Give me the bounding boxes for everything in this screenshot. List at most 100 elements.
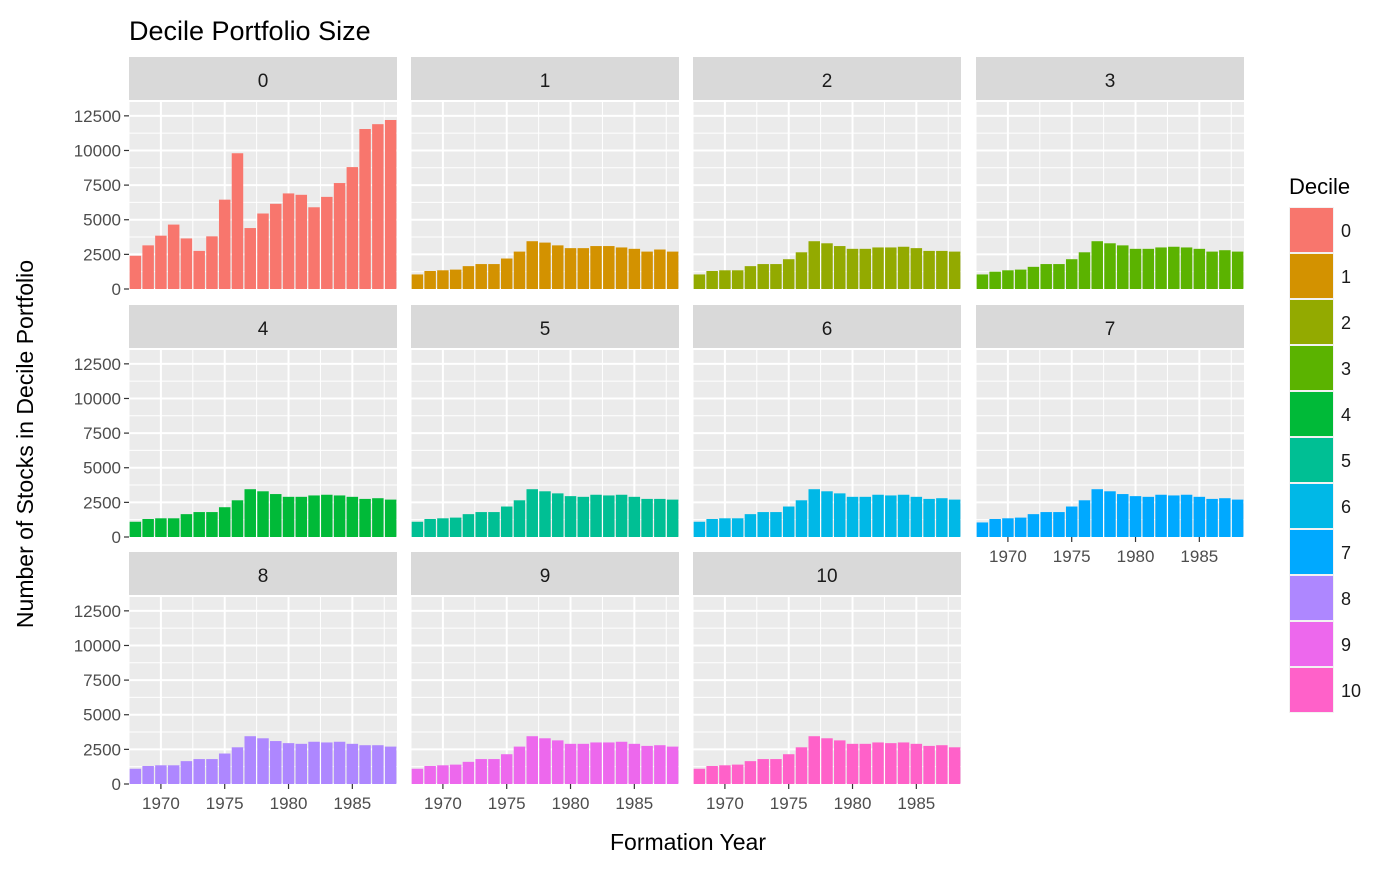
bar	[295, 194, 308, 289]
bar	[989, 518, 1001, 537]
legend-item-2: 2	[1289, 299, 1351, 345]
bar	[1027, 514, 1040, 537]
bar	[1014, 269, 1027, 289]
bar	[757, 512, 769, 537]
y-tick-label: 12500	[74, 107, 121, 126]
bar	[231, 500, 244, 537]
bar	[1193, 248, 1206, 289]
legend-key-swatch	[1290, 208, 1333, 252]
facet-strip	[693, 305, 961, 348]
facet-panel-2: 2	[692, 57, 961, 290]
bar	[731, 270, 744, 289]
bar	[782, 259, 795, 289]
bar	[628, 496, 641, 537]
bar	[244, 736, 256, 784]
legend-item-6: 6	[1289, 483, 1351, 529]
bar	[206, 236, 218, 289]
bar	[872, 494, 884, 537]
bar	[719, 765, 731, 784]
bar	[885, 247, 897, 289]
bar	[206, 759, 218, 784]
bar	[359, 129, 371, 289]
bar	[539, 491, 551, 537]
x-tick-label: 1980	[552, 794, 590, 813]
facet-strip	[976, 57, 1244, 100]
bar	[641, 251, 653, 289]
bar	[437, 518, 449, 537]
bar	[308, 207, 320, 289]
bar	[666, 746, 679, 784]
bar	[424, 518, 436, 537]
bar	[628, 248, 641, 289]
bar	[936, 498, 948, 537]
facet-strip-label: 0	[258, 71, 269, 92]
y-tick-label: 5000	[83, 706, 121, 725]
bar	[731, 764, 744, 784]
legend-item-7: 7	[1289, 529, 1351, 575]
facet-strip	[411, 552, 679, 595]
bar	[948, 747, 961, 784]
bar	[821, 738, 833, 784]
bar	[1231, 499, 1244, 537]
bar	[936, 745, 948, 784]
facet-strip-label: 6	[822, 319, 833, 340]
bar	[488, 759, 500, 784]
bar	[167, 224, 180, 289]
bar	[1002, 270, 1014, 289]
legend-key-swatch	[1290, 254, 1333, 298]
bar	[782, 754, 795, 784]
facet-panel-9: 9 1970 1975 1980 1985	[410, 552, 679, 813]
bar	[437, 765, 449, 784]
bar	[308, 495, 320, 537]
legend-label: 7	[1341, 543, 1351, 563]
bar	[1040, 264, 1052, 289]
bar	[808, 489, 820, 537]
bar	[1014, 517, 1027, 537]
bar	[488, 264, 500, 289]
legend-label: 6	[1341, 497, 1351, 517]
bar	[1040, 512, 1052, 537]
bar	[180, 514, 193, 537]
bar	[333, 741, 346, 784]
bar	[744, 266, 757, 289]
bar	[706, 765, 718, 784]
y-tick-label: 5000	[83, 211, 121, 230]
bar	[628, 743, 641, 784]
bar	[231, 153, 244, 289]
x-tick-label: 1985	[897, 794, 935, 813]
bar	[437, 270, 449, 289]
x-tick-label: 1985	[615, 794, 653, 813]
bar	[539, 242, 551, 289]
bar	[590, 494, 602, 537]
legend-key-swatch	[1290, 392, 1333, 436]
bar	[923, 498, 935, 537]
bar	[513, 251, 526, 289]
bar	[206, 512, 218, 537]
y-tick-label: 0	[112, 280, 121, 299]
legend-label: 4	[1341, 405, 1351, 425]
bar	[948, 251, 961, 289]
bar	[218, 199, 231, 289]
bar	[231, 747, 244, 784]
bar	[424, 270, 436, 289]
bar	[500, 258, 513, 289]
legend-item-3: 3	[1289, 345, 1351, 391]
bar	[218, 507, 231, 537]
bar	[744, 514, 757, 537]
bar	[666, 499, 679, 537]
bar	[693, 521, 706, 537]
bar	[372, 124, 384, 289]
facet-panel-5: 5	[410, 305, 679, 538]
bar	[976, 522, 989, 537]
y-tick-label: 10000	[74, 141, 121, 160]
bar	[1117, 494, 1129, 537]
bar	[475, 264, 487, 289]
bar	[333, 495, 346, 537]
x-tick-label: 1970	[424, 794, 462, 813]
legend: Decile 0 1 2 3 4 5 6 7 8 9 10	[1289, 174, 1361, 713]
bar	[513, 746, 526, 784]
bar	[513, 500, 526, 537]
bar	[1168, 495, 1180, 537]
y-tick-label: 10000	[74, 389, 121, 408]
